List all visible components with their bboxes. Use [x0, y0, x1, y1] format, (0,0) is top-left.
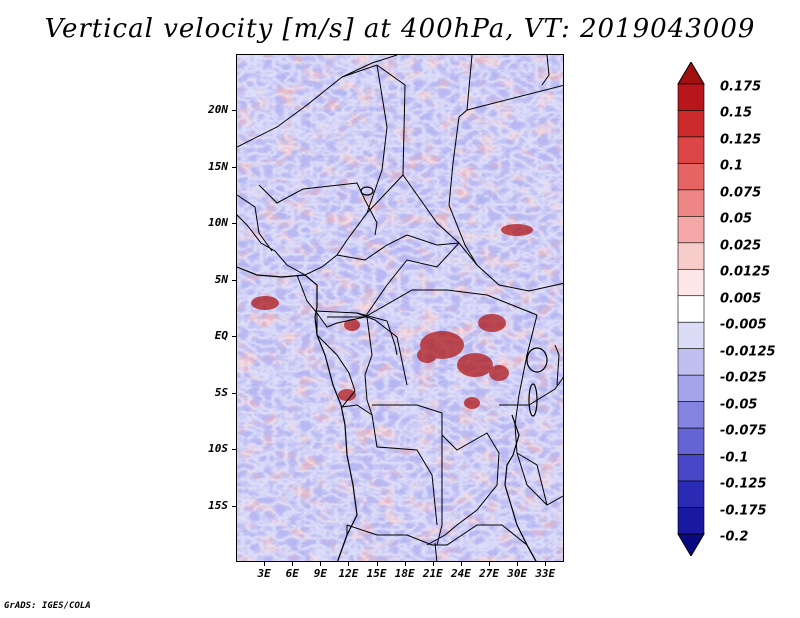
lon-tick [404, 562, 406, 566]
lat-tick-label: EQ [214, 329, 228, 343]
lon-tick [545, 562, 547, 566]
lon-tick [489, 562, 491, 566]
map-panel [236, 54, 564, 562]
colorbar-level-label: 0.1 [720, 158, 744, 174]
lon-tick-label: 24E [450, 567, 471, 580]
colorbar-level-label: -0.2 [720, 529, 749, 545]
lon-tick-label: 12E [338, 567, 359, 580]
colorbar-level-label: -0.025 [720, 370, 767, 386]
colorbar-segment [677, 216, 705, 244]
lon-tick-label: 6E [285, 567, 299, 580]
lat-tick-label: 20N [208, 103, 228, 117]
colorbar-level-label: 0.05 [720, 211, 753, 227]
lon-tick-label: 9E [313, 567, 327, 580]
colorbar-segment [677, 507, 705, 535]
lon-tick [517, 562, 519, 566]
lat-tick [232, 223, 236, 225]
colorbar-level-label: -0.005 [720, 317, 767, 333]
lon-tick [264, 562, 266, 566]
lon-tick [348, 562, 350, 566]
lat-tick [232, 336, 236, 338]
lon-tick-label: 30E [507, 567, 528, 580]
colorbar-top-arrow [677, 62, 705, 85]
colorbar-segment [677, 110, 705, 138]
grads-credit: GrADS: IGES/COLA [4, 601, 91, 611]
lon-tick-label: 3E [257, 567, 271, 580]
colorbar-level-label: -0.0125 [720, 344, 776, 360]
lat-tick [232, 449, 236, 451]
lon-tick [432, 562, 434, 566]
lat-tick [232, 110, 236, 112]
colorbar-segment [677, 242, 705, 270]
lat-tick [232, 166, 236, 168]
lat-tick-label: 15N [208, 159, 228, 173]
lon-tick-label: 33E [535, 567, 556, 580]
lat-tick [232, 392, 236, 394]
lon-tick-label: 15E [366, 567, 387, 580]
lon-tick [320, 562, 322, 566]
colorbar-segment [677, 427, 705, 455]
colorbar-segment [677, 374, 705, 402]
colorbar-bottom-arrow [677, 533, 705, 556]
colorbar-segment [677, 454, 705, 482]
vertical-velocity-field [237, 55, 563, 561]
lat-tick-label: 5S [214, 385, 228, 399]
colorbar-segment [677, 83, 705, 111]
lon-tick [460, 562, 462, 566]
lat-tick [232, 505, 236, 507]
colorbar-segment [677, 163, 705, 191]
colorbar-level-label: -0.075 [720, 423, 767, 439]
colorbar-level-label: 0.0125 [720, 264, 771, 280]
colorbar-level-label: -0.1 [720, 450, 749, 466]
lat-tick [232, 279, 236, 281]
colorbar-segment [677, 136, 705, 164]
lon-tick-label: 27E [479, 567, 499, 580]
colorbar-level-label: 0.175 [720, 79, 762, 95]
chart-title: Vertical velocity [m/s] at 400hPa, VT: 2… [44, 14, 756, 44]
lon-tick [292, 562, 294, 566]
colorbar-level-label: 0.15 [720, 105, 753, 121]
lat-tick-label: 10S [208, 442, 228, 456]
lon-tick-label: 21E [422, 567, 443, 580]
colorbar-segment [677, 268, 705, 297]
colorbar-level-label: 0.125 [720, 132, 762, 148]
colorbar-segment [677, 348, 705, 376]
colorbar-level-label: 0.005 [720, 291, 762, 307]
colorbar-level-label: 0.075 [720, 185, 762, 201]
colorbar [677, 62, 705, 556]
colorbar-level-label: -0.05 [720, 397, 758, 413]
lon-tick [376, 562, 378, 566]
fine-structure [237, 55, 563, 561]
convective-cores [251, 224, 533, 409]
coastline [237, 186, 548, 561]
colorbar-segment [677, 189, 705, 217]
colorbar-level-label: -0.125 [720, 476, 767, 492]
colorbar-segment [677, 295, 705, 323]
lat-tick-label: 5N [214, 272, 228, 286]
lat-tick-label: 10N [208, 216, 228, 230]
colorbar-segment [677, 321, 705, 350]
colorbar-level-label: -0.175 [720, 503, 767, 519]
lat-tick-label: 15S [208, 498, 228, 512]
lon-tick-label: 18E [394, 567, 415, 580]
colorbar-segment [677, 401, 705, 429]
colorbar-level-label: 0.025 [720, 238, 762, 254]
colorbar-segment [677, 480, 705, 508]
